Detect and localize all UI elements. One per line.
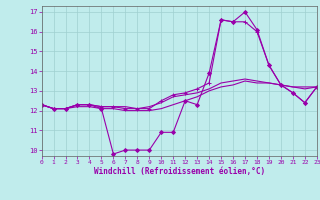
X-axis label: Windchill (Refroidissement éolien,°C): Windchill (Refroidissement éolien,°C) [94,167,265,176]
